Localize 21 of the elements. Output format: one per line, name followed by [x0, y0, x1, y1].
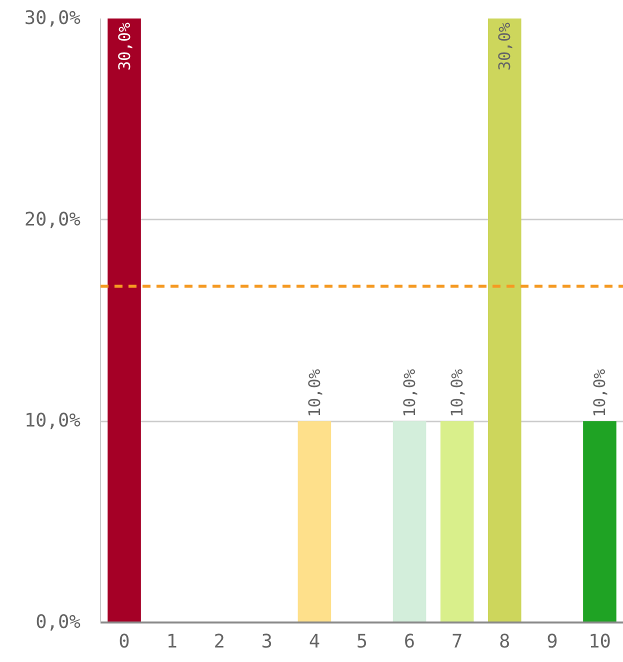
y-tick-label: 20,0%: [24, 209, 81, 230]
data-label: 10,0%: [590, 368, 610, 418]
data-label: 10,0%: [400, 368, 420, 418]
data-label: 30,0%: [495, 22, 514, 71]
x-tick-label: 0: [118, 632, 130, 652]
x-tick-label: 8: [499, 632, 510, 652]
y-tick-label: 0,0%: [36, 612, 81, 633]
x-tick-label: 4: [308, 632, 320, 652]
data-label: 10,0%: [304, 368, 324, 418]
y-tick-label: 10,0%: [24, 410, 81, 432]
x-tick-label: 9: [546, 632, 558, 652]
x-tick-label: 1: [166, 632, 178, 652]
x-tick-label: 7: [451, 632, 463, 652]
x-tick-label: 10: [588, 632, 611, 652]
data-label: 30,0%: [114, 22, 134, 71]
x-tick-label: 6: [404, 632, 416, 652]
data-label: 10,0%: [448, 368, 467, 418]
y-tick-label: 30,0%: [24, 8, 81, 29]
x-tick-label: 3: [261, 632, 273, 652]
x-tick-label: 2: [214, 632, 225, 652]
x-tick-label: 5: [356, 632, 368, 652]
